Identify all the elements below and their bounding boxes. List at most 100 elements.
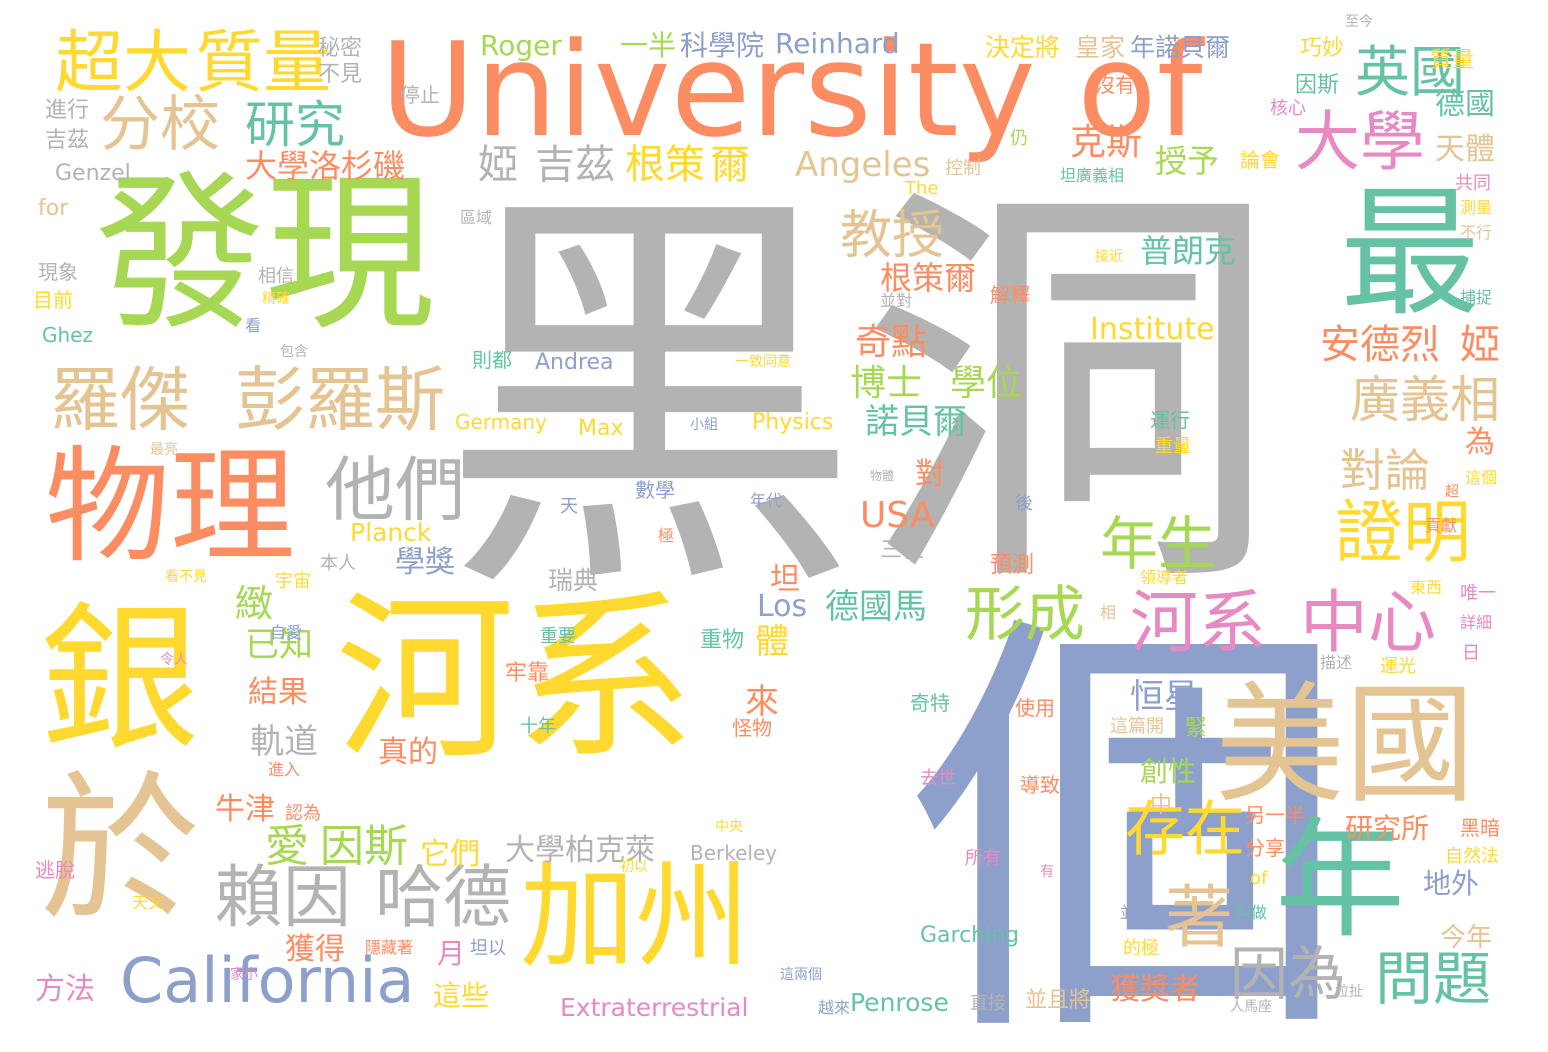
word-cjk: 天文 bbox=[132, 893, 165, 912]
word-cjk: 銀 bbox=[40, 586, 201, 773]
word-cjk: 教授 bbox=[840, 206, 945, 266]
word-cjk: 唯一 bbox=[1460, 583, 1496, 604]
word-cjk: 捕捉 bbox=[1460, 288, 1493, 307]
word-cjk: 後 bbox=[1015, 493, 1033, 514]
word-cjk: 婭 bbox=[1460, 322, 1500, 368]
word-cjk: 共同 bbox=[1455, 173, 1491, 194]
word-cjk: 它們 bbox=[420, 837, 480, 872]
word-cjk: 家小 bbox=[230, 967, 258, 983]
word-cjk: 月 bbox=[437, 937, 466, 970]
word-cjk: 年 bbox=[1275, 804, 1406, 956]
word-cjk: 控制 bbox=[945, 158, 981, 179]
word-cjk: 一半 bbox=[620, 29, 677, 62]
word-cjk: 東西 bbox=[1410, 578, 1443, 597]
word-cjk: 普朗克 bbox=[1140, 232, 1237, 270]
word-cjk: 這篇開 bbox=[1110, 716, 1164, 737]
word-cjk: 科學院 bbox=[680, 29, 765, 62]
word-cjk: 認為 bbox=[285, 803, 321, 824]
word-cjk: 博士 bbox=[850, 363, 923, 404]
word-cjk: 為 bbox=[1465, 425, 1495, 460]
word-cjk: 軌道 bbox=[250, 722, 318, 762]
word-cjk: 牢靠 bbox=[505, 661, 550, 686]
word-cjk: 根策爾 bbox=[880, 259, 977, 297]
word-cjk: 這兩個 bbox=[780, 967, 822, 983]
word-cjk: 秘密 bbox=[318, 36, 363, 61]
word-cjk: 貢獻 bbox=[1425, 516, 1458, 535]
word-cjk: 這個 bbox=[1465, 468, 1498, 487]
word-cjk: 體 bbox=[755, 622, 789, 662]
word-cjk: 重物 bbox=[700, 628, 745, 653]
word-cjk: 吉茲 bbox=[45, 128, 90, 153]
word-cjk: 奇特 bbox=[910, 691, 950, 715]
word-cjk: 年生 bbox=[1100, 510, 1217, 578]
word-cjk: 學位 bbox=[950, 363, 1023, 404]
word-cjk: 則都 bbox=[472, 348, 512, 372]
word-cjk: 皇家 bbox=[1075, 33, 1126, 62]
word-cjk: 根策 bbox=[625, 142, 705, 188]
word-cjk: 分享 bbox=[1245, 836, 1285, 860]
word-cjk: 個 bbox=[834, 600, 1346, 1040]
word-cjk: 已知 bbox=[245, 625, 313, 665]
word-cjk: 發現 bbox=[95, 156, 436, 354]
word-cjk: 天 bbox=[560, 496, 578, 517]
word-cjk: 研究所 bbox=[1345, 812, 1430, 845]
word-cjk: 越來 bbox=[818, 998, 851, 1017]
word-los: Los bbox=[757, 589, 808, 624]
word-cjk: 中心 bbox=[1300, 584, 1437, 663]
word-max: Max bbox=[578, 416, 624, 441]
word-cjk: 運行 bbox=[1150, 408, 1190, 432]
word-physics: Physics bbox=[752, 410, 834, 435]
word-cjk: 著 bbox=[1165, 879, 1234, 958]
word-the: The bbox=[905, 178, 939, 199]
word-cjk: 重要 bbox=[540, 626, 576, 647]
word-cjk: 區域 bbox=[460, 208, 493, 227]
word-cjk: 他們 bbox=[325, 449, 465, 531]
word-cjk: 最亮 bbox=[150, 442, 178, 458]
word-cjk: 日 bbox=[1462, 643, 1480, 664]
word-cjk: 授予 bbox=[1155, 142, 1220, 180]
word-cjk: 研究 bbox=[245, 96, 345, 154]
word-cjk: 英國 bbox=[1355, 40, 1466, 104]
word-cjk: 今年 bbox=[1440, 923, 1493, 953]
word-cjk: 領導者 bbox=[1140, 568, 1189, 587]
word-cjk: 於 bbox=[40, 756, 201, 943]
word-cjk: 看 bbox=[245, 316, 262, 335]
word-cjk: 一致同意 bbox=[735, 354, 791, 370]
word-cjk: 因為 bbox=[1230, 940, 1347, 1008]
word-cjk: 怪物 bbox=[732, 716, 772, 740]
word-cjk: 問題 bbox=[1375, 945, 1492, 1013]
word-cjk: 牛津 bbox=[215, 792, 275, 827]
word-cjk: 形成 bbox=[965, 580, 1085, 650]
word-ghez: Ghez bbox=[42, 323, 93, 347]
word-cjk: 黑暗 bbox=[1460, 816, 1500, 840]
word-cjk: 極 bbox=[658, 526, 675, 545]
word-cjk: 宇宙 bbox=[275, 571, 311, 592]
word-cjk: 存在 bbox=[1125, 795, 1245, 865]
word-cjk: 精確 bbox=[262, 291, 290, 307]
word-cjk: 這些 bbox=[433, 979, 490, 1012]
word-cjk: 的極 bbox=[1123, 938, 1159, 959]
word-cjk: 不見 bbox=[318, 62, 363, 87]
word-cjk: 超大 bbox=[55, 24, 192, 103]
word-cjk: 賴因 bbox=[215, 859, 352, 938]
word-cjk: 直接 bbox=[970, 993, 1006, 1014]
word-cjk: 巧妙 bbox=[1300, 36, 1345, 61]
word-cjk: 至今 bbox=[1345, 14, 1373, 30]
word-cjk: 年代 bbox=[750, 491, 783, 510]
word-cjk: 運光 bbox=[1380, 656, 1416, 677]
word-cjk: 預測 bbox=[990, 553, 1035, 578]
word-cjk: 所有 bbox=[965, 848, 1001, 869]
word-extraterrestrial: Extraterrestrial bbox=[560, 993, 749, 1022]
word-cjk: 婭 bbox=[478, 142, 518, 188]
word-cjk: 停止 bbox=[400, 83, 440, 107]
word-cjk: 年諾貝爾 bbox=[1130, 33, 1231, 62]
word-cjk: 坦 bbox=[770, 562, 800, 597]
word-cjk: 導致 bbox=[1020, 773, 1060, 797]
word-cjk: 人馬座 bbox=[1230, 999, 1272, 1015]
word-cjk: 洞 bbox=[860, 150, 1280, 639]
word-cjk: 有 bbox=[1040, 864, 1054, 880]
word-cjk: 令人 bbox=[160, 652, 188, 668]
word-cjk: 相信 bbox=[258, 266, 294, 287]
word-cjk: 安德烈 bbox=[1320, 322, 1440, 368]
word-cjk: 看不見 bbox=[165, 569, 207, 585]
